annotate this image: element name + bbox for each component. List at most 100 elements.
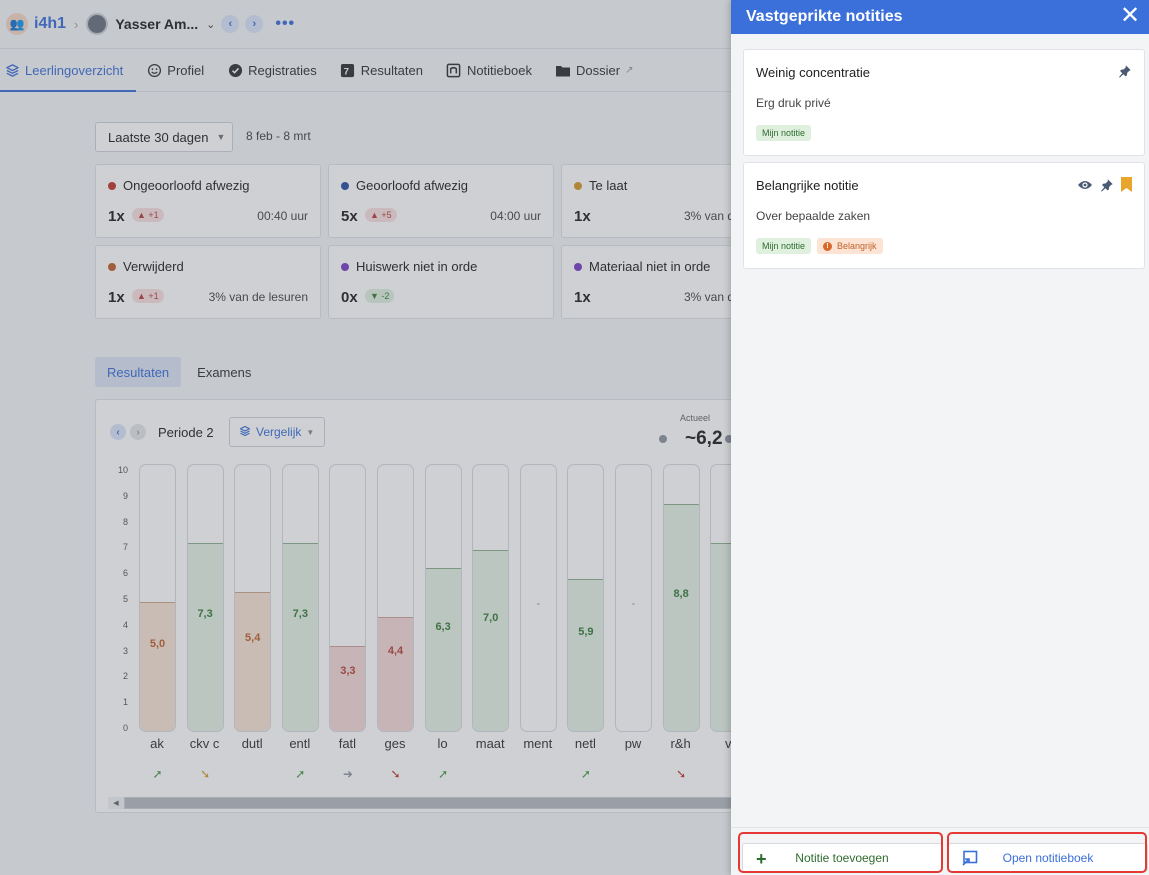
stat-title: Materiaal niet in orde bbox=[589, 259, 711, 274]
tab-registraties[interactable]: Registraties bbox=[227, 49, 328, 91]
previous-student-button[interactable]: ‹ bbox=[221, 15, 240, 33]
note-tags: Mijn notitie ! Belangrijk bbox=[756, 238, 889, 254]
grade-bar-fill bbox=[187, 542, 223, 731]
subject-label: fatl bbox=[338, 736, 357, 751]
grade-bar-dutl[interactable] bbox=[234, 464, 272, 732]
grade-bar-ment[interactable] bbox=[519, 464, 557, 732]
stat-card-huiswerk-niet-in-orde[interactable]: Huiswerk niet in orde 0x ▼ -2 bbox=[328, 245, 554, 319]
stat-card-geoorloofd-afwezig[interactable]: Geoorloofd afwezig 5x ▲ +5 04:00 uur bbox=[328, 164, 554, 238]
compare-button[interactable]: Vergelijk ▼ bbox=[229, 417, 325, 447]
stat-card-verwijderd[interactable]: Verwijderd 1x ▲ +1 3% van de lesuren bbox=[95, 245, 321, 319]
y-axis-tick-label: 8 bbox=[122, 516, 128, 527]
grade-value-label: 5,4 bbox=[245, 632, 261, 645]
trend-arrow-icon: ➚ bbox=[152, 767, 163, 781]
trend-arrow-icon: ➜ bbox=[342, 767, 353, 781]
trend-arrow-icon: ➚ bbox=[438, 767, 449, 781]
status-dot-icon bbox=[341, 262, 349, 271]
stat-count: 1x bbox=[108, 289, 125, 306]
tab-profiel[interactable]: Profiel bbox=[146, 49, 215, 91]
grade-bar-lo[interactable] bbox=[424, 464, 462, 732]
panel-header: Vastgeprikte notities ✕ bbox=[731, 0, 1149, 34]
chart-horizontal-scrollbar[interactable]: ◀ bbox=[108, 797, 794, 809]
plus-icon: + bbox=[756, 849, 767, 869]
subject-label: r&h bbox=[670, 736, 691, 751]
add-note-button[interactable]: + Notitie toevoegen bbox=[742, 843, 942, 872]
tab-dossier[interactable]: Dossier ↗ bbox=[555, 49, 644, 91]
subtab-resultaten[interactable]: Resultaten bbox=[95, 357, 182, 387]
results-chart-panel: ‹ › Periode 2 Vergelijk ▼ Actueel ~6,2 0… bbox=[95, 399, 795, 813]
grade-bar-netl[interactable] bbox=[567, 464, 605, 732]
y-axis-tick-label: 1 bbox=[122, 697, 128, 708]
scrollbar-thumb[interactable] bbox=[125, 798, 794, 808]
subject-label: ment bbox=[523, 736, 553, 751]
layers-icon bbox=[239, 425, 251, 440]
stat-count: 5x bbox=[341, 208, 358, 225]
modal-backdrop[interactable] bbox=[0, 0, 731, 875]
breadcrumb-separator-icon: › bbox=[74, 16, 79, 32]
next-student-button[interactable]: › bbox=[245, 15, 264, 33]
grade-bar-ak[interactable] bbox=[139, 464, 176, 732]
next-period-button[interactable]: › bbox=[130, 424, 146, 440]
class-name-link[interactable]: i4h1 bbox=[34, 15, 67, 32]
scroll-left-icon[interactable]: ◀ bbox=[108, 797, 124, 809]
grade-bar-fatl[interactable] bbox=[329, 464, 367, 732]
add-note-label: Notitie toevoegen bbox=[795, 850, 889, 865]
highlight-frame bbox=[947, 832, 1147, 873]
stat-count: 1x bbox=[108, 208, 125, 225]
note-actions bbox=[1070, 177, 1132, 192]
subject-label: netl bbox=[574, 736, 596, 751]
grade-bar-rh[interactable] bbox=[662, 464, 700, 732]
chevron-down-icon[interactable]: ⌄ bbox=[206, 18, 216, 31]
y-axis-tick-label: 4 bbox=[122, 619, 128, 630]
note-card[interactable]: Belangrijke notitie Over bepaalde zaken … bbox=[743, 162, 1145, 269]
note-card[interactable]: Weinig concentratie Erg druk privé Mijn … bbox=[743, 49, 1145, 156]
group-icon: 👥 bbox=[6, 13, 28, 35]
y-axis-tick-label: 7 bbox=[122, 542, 128, 553]
bookmark-icon[interactable] bbox=[1121, 177, 1132, 192]
grade-bar-ges[interactable] bbox=[377, 464, 414, 732]
folder-icon bbox=[555, 62, 571, 78]
trend-arrow-icon: ➚ bbox=[295, 767, 306, 781]
grade-bar-ckvc[interactable] bbox=[186, 464, 224, 732]
info-icon[interactable] bbox=[659, 435, 667, 443]
note-title: Weinig concentratie bbox=[756, 65, 870, 80]
date-range: 8 feb - 8 mrt bbox=[246, 129, 311, 143]
stat-detail: 00:40 uur bbox=[257, 209, 308, 223]
info-icon[interactable] bbox=[725, 435, 733, 443]
student-name[interactable]: Yasser Am... bbox=[115, 16, 199, 32]
actueel-average: ~6,2 bbox=[685, 428, 723, 449]
tab-label: Notitieboek bbox=[466, 62, 532, 78]
grade-bar-maat[interactable] bbox=[472, 464, 510, 732]
tab-leerlingoverzicht[interactable]: Leerlingoverzicht bbox=[0, 49, 137, 92]
external-link-icon: ↗ bbox=[625, 64, 634, 76]
mijn-notitie-tag: Mijn notitie bbox=[756, 125, 812, 141]
tab-notitieboek[interactable]: Notitieboek bbox=[446, 49, 543, 91]
subject-label: v bbox=[724, 736, 732, 751]
grade-value-label: 5,9 bbox=[578, 625, 594, 638]
close-icon[interactable]: ✕ bbox=[1119, 2, 1141, 29]
stat-detail: 04:00 uur bbox=[490, 209, 541, 223]
tab-label: Dossier bbox=[575, 62, 621, 78]
y-axis-tick-label: 10 bbox=[118, 465, 129, 475]
subject-label: maat bbox=[475, 736, 505, 751]
grade-icon: 7 bbox=[340, 62, 356, 78]
pin-icon[interactable] bbox=[1100, 178, 1114, 192]
eye-icon[interactable] bbox=[1077, 179, 1093, 191]
grade-bar-pw[interactable] bbox=[615, 464, 652, 732]
stat-change-badge: ▲ +1 bbox=[132, 208, 164, 222]
pin-icon[interactable] bbox=[1118, 64, 1132, 78]
stat-card-ongeoorloofd-afwezig[interactable]: Ongeoorloofd afwezig 1x ▲ +1 00:40 uur bbox=[95, 164, 321, 238]
period-navigation: ‹ › Periode 2 bbox=[110, 424, 214, 440]
tab-resultaten[interactable]: 7 Resultaten bbox=[340, 49, 434, 91]
period-select[interactable]: Laatste 30 dagen ▼ bbox=[95, 122, 233, 152]
grade-value-label: 7,3 bbox=[197, 607, 213, 620]
y-axis-tick-label: 5 bbox=[122, 594, 128, 604]
subtab-examens[interactable]: Examens bbox=[197, 364, 252, 380]
previous-period-button[interactable]: ‹ bbox=[110, 424, 126, 440]
grade-bar-entl[interactable] bbox=[281, 464, 319, 732]
grade-value-label: - bbox=[631, 598, 636, 610]
panel-title: Vastgeprikte notities bbox=[746, 8, 903, 25]
tab-label: Resultaten bbox=[360, 62, 423, 78]
stat-title: Ongeoorloofd afwezig bbox=[123, 178, 250, 193]
more-options-icon[interactable]: ••• bbox=[275, 15, 296, 32]
